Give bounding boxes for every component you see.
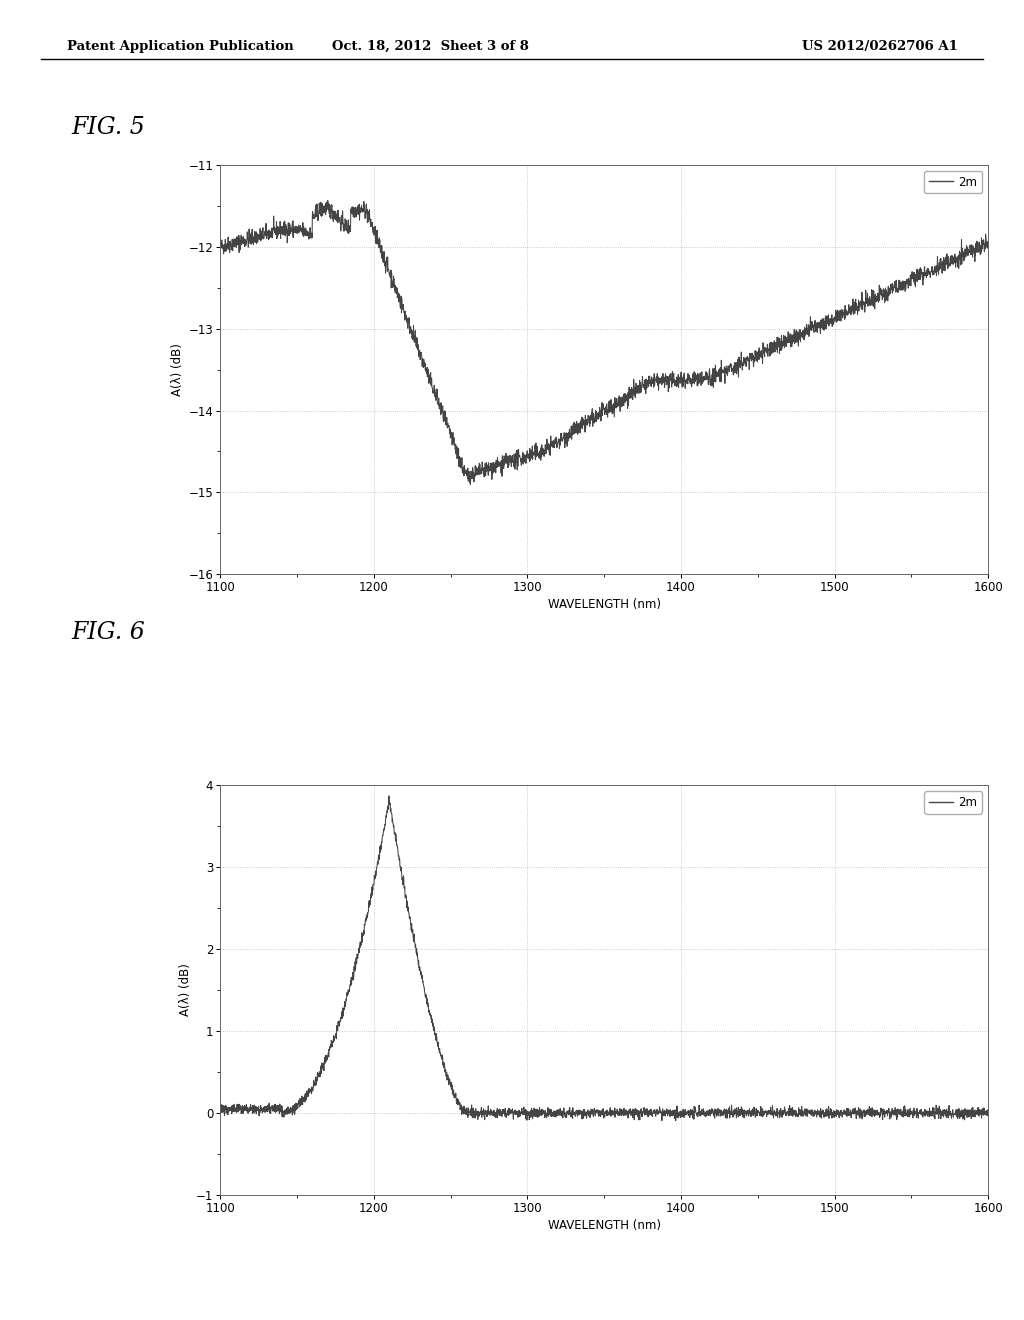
Text: FIG. 6: FIG. 6 [72,622,145,644]
Y-axis label: A(λ) (dB): A(λ) (dB) [171,343,184,396]
X-axis label: WAVELENGTH (nm): WAVELENGTH (nm) [548,598,660,611]
Legend: 2m: 2m [925,791,982,813]
Text: US 2012/0262706 A1: US 2012/0262706 A1 [802,40,957,53]
X-axis label: WAVELENGTH (nm): WAVELENGTH (nm) [548,1218,660,1232]
Text: Patent Application Publication: Patent Application Publication [67,40,293,53]
Text: Oct. 18, 2012  Sheet 3 of 8: Oct. 18, 2012 Sheet 3 of 8 [332,40,528,53]
Text: FIG. 5: FIG. 5 [72,116,145,139]
Y-axis label: A(λ) (dB): A(λ) (dB) [178,964,191,1016]
Legend: 2m: 2m [925,170,982,193]
